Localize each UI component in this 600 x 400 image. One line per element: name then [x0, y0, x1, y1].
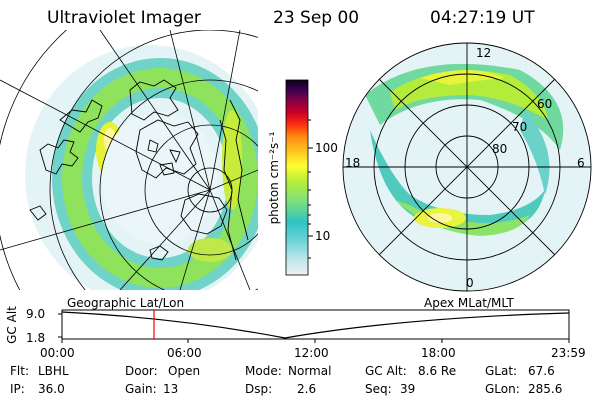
mlt-label-0: 0: [466, 276, 474, 290]
polar-grid: [342, 42, 592, 292]
seq-value: 39: [400, 382, 416, 396]
instrument-title: Ultraviolet Imager: [47, 8, 201, 28]
glon-label: GLon:: [485, 382, 520, 396]
glon-value: 285.6: [528, 382, 563, 396]
colorbar: [285, 79, 309, 276]
door-value: Open: [168, 364, 201, 378]
geographic-map: [0, 30, 258, 290]
dsp-value: 2.6: [297, 382, 317, 396]
lat-label-70: 70: [512, 120, 528, 134]
glat-label: GLat:: [485, 364, 518, 378]
mlt-label-18: 18: [345, 156, 361, 170]
timeline-ytick-9: 9.0: [26, 307, 46, 321]
gcalt-value: 8.6 Re: [418, 364, 457, 378]
timeline-plot: [61, 309, 570, 340]
timeline-xtick-0600: 06:00: [167, 346, 202, 360]
gain-label: Gain:: [125, 382, 157, 396]
mlt-label-6: 6: [577, 156, 585, 170]
colorbar-tick-10: 10: [315, 229, 331, 243]
lat-label-60: 60: [537, 97, 553, 111]
time-label: 04:27:19 UT: [430, 8, 535, 28]
left-panel-caption: Geographic Lat/Lon: [67, 296, 185, 310]
colorbar-unit-label: photon cm⁻²s⁻¹: [267, 131, 281, 225]
colorbar-tick-100: 100: [315, 141, 338, 155]
timeline-xtick-2359: 23:59: [551, 346, 586, 360]
colorbar-ticks: [308, 119, 313, 259]
seq-label: Seq:: [365, 382, 392, 396]
mode-label: Mode:: [245, 364, 282, 378]
flt-value: LBHL: [38, 364, 69, 378]
dsp-label: Dsp:: [245, 382, 273, 396]
timeline-ylabel: GC Alt: [5, 306, 19, 344]
altitude-curve: [61, 311, 570, 339]
timeline-xtick-0000: 00:00: [40, 346, 75, 360]
timeline-ticks: [58, 313, 570, 343]
timeline-ytick-1-8: 1.8: [26, 331, 46, 345]
right-panel-caption: Apex MLat/MLT: [424, 296, 514, 310]
ip-label: IP:: [10, 382, 25, 396]
gain-value: 13: [163, 382, 179, 396]
timeline-xtick-1200: 12:00: [294, 346, 329, 360]
lat-label-80: 80: [492, 142, 508, 156]
door-label: Door:: [125, 364, 158, 378]
gcalt-label: GC Alt:: [365, 364, 407, 378]
mode-value: Normal: [288, 364, 332, 378]
flt-label: Flt:: [10, 364, 29, 378]
mlt-label-12: 12: [476, 46, 492, 60]
ip-value: 36.0: [38, 382, 65, 396]
timeline-xtick-1800: 18:00: [421, 346, 456, 360]
glat-value: 67.6: [528, 364, 555, 378]
date-label: 23 Sep 00: [273, 8, 360, 28]
